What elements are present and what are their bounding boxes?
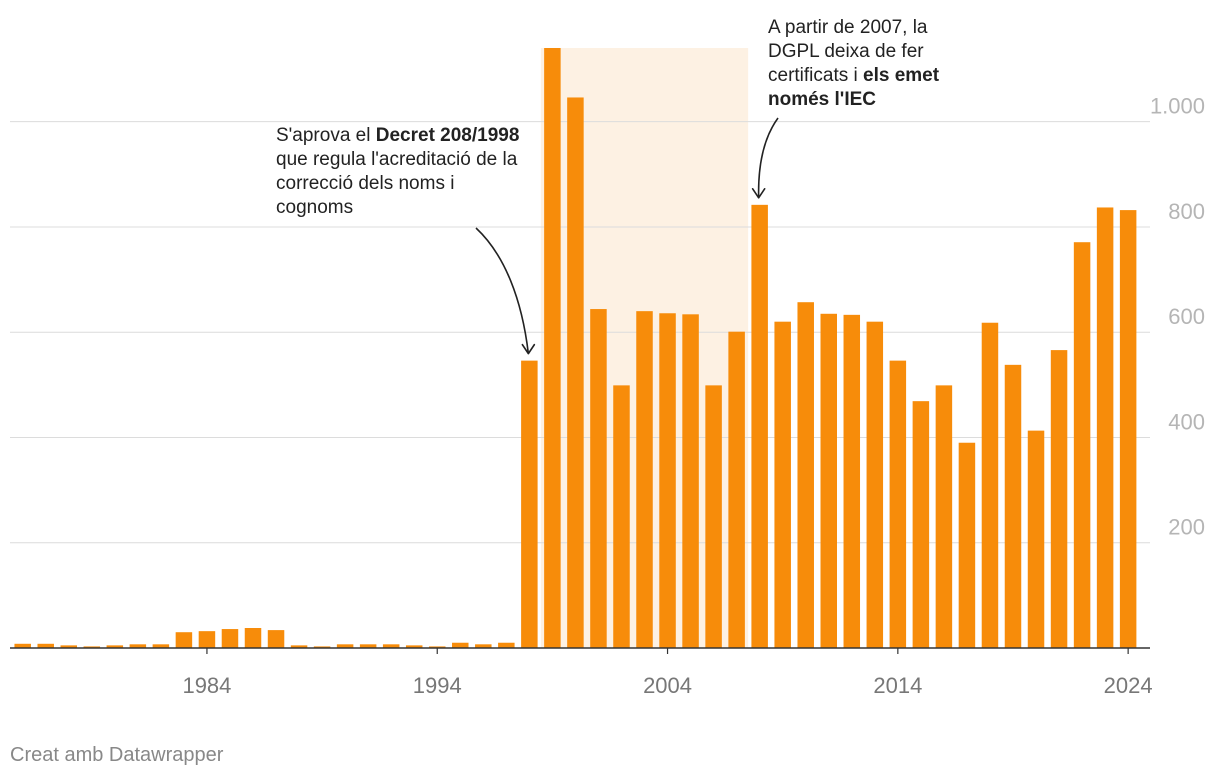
bar-2024 xyxy=(1119,210,1137,649)
bar-1996 xyxy=(475,644,492,648)
bar-2002 xyxy=(613,385,630,648)
bar-1997 xyxy=(498,642,515,648)
y-tick-label: 200 xyxy=(1168,515,1205,540)
bar-2003 xyxy=(636,311,653,648)
bar-2007 xyxy=(728,331,745,648)
y-tick-label: 1.000 xyxy=(1150,94,1205,119)
bar-1986 xyxy=(244,627,262,648)
bar-1992 xyxy=(382,644,400,648)
bar-2012 xyxy=(843,314,861,648)
bar-1999 xyxy=(544,47,561,649)
bar-2017 xyxy=(958,442,976,648)
bar-2018 xyxy=(981,322,999,648)
x-tick-label: 1994 xyxy=(413,673,462,698)
annotation-dgpl-text: A partir de 2007, la DGPL deixa de fer c… xyxy=(768,17,928,86)
bar-1993 xyxy=(405,645,423,648)
footer-credit[interactable]: Creat amb Datawrapper xyxy=(10,744,224,766)
annotation-decret-arrow xyxy=(475,227,530,354)
bar-2023 xyxy=(1096,207,1114,648)
bar-2015 xyxy=(912,401,930,648)
bar-1991 xyxy=(359,644,377,648)
bar-2009 xyxy=(774,321,791,648)
bar-2020 xyxy=(1027,430,1045,648)
bar-1987 xyxy=(267,630,285,648)
annotation-decret-arrowhead xyxy=(521,343,536,355)
bar-1983 xyxy=(175,632,193,648)
bar-2008 xyxy=(751,204,768,648)
bar-1976 xyxy=(14,643,31,648)
y-tick-label: 800 xyxy=(1168,199,1205,224)
bar-2022 xyxy=(1073,242,1091,648)
annotation-dgpl: A partir de 2007, la DGPL deixa de fer c… xyxy=(768,16,948,112)
bar-2011 xyxy=(820,313,837,648)
x-tick-label: 2004 xyxy=(643,673,692,698)
annotation-dgpl-arrowhead xyxy=(751,188,766,199)
bar-1988 xyxy=(290,645,308,648)
y-tick-label: 600 xyxy=(1168,304,1205,329)
y-tick-label: 400 xyxy=(1168,409,1205,434)
bar-2000 xyxy=(567,97,584,648)
x-tick-label: 1984 xyxy=(182,673,231,698)
bar-1978 xyxy=(60,645,78,648)
annotation-decret: S'aprova el Decret 208/1998 que regula l… xyxy=(276,124,536,220)
annotation-decret-text: S'aprova el xyxy=(276,125,376,146)
bar-1998 xyxy=(521,360,538,648)
bar-2006 xyxy=(705,385,722,648)
annotation-dgpl-arrow xyxy=(757,117,779,198)
bar-2021 xyxy=(1050,350,1068,648)
bar-2010 xyxy=(797,302,814,648)
bar-1979 xyxy=(83,646,101,648)
bar-2019 xyxy=(1004,364,1022,648)
bar-2004 xyxy=(659,313,676,648)
bar-1989 xyxy=(313,646,331,648)
x-tick-label: 2014 xyxy=(873,673,922,698)
bar-1977 xyxy=(37,643,54,648)
x-tick-label: 2024 xyxy=(1104,673,1153,698)
bar-2016 xyxy=(935,385,953,648)
bar-2014 xyxy=(889,360,907,648)
annotation-dgpl-bold: els emet només l'IEC xyxy=(768,65,940,110)
annotation-decret-bold: Decret 208/1998 xyxy=(375,125,520,146)
bar-1981 xyxy=(129,644,147,648)
bar-1995 xyxy=(452,642,469,648)
bar-1984 xyxy=(198,631,216,648)
bar-1982 xyxy=(152,644,170,648)
bar-2005 xyxy=(682,314,699,648)
bar-1990 xyxy=(336,644,354,648)
bar-2013 xyxy=(866,321,884,648)
bar-1994 xyxy=(428,646,446,648)
bar-1980 xyxy=(106,645,124,648)
bar-1985 xyxy=(221,629,239,648)
annotation-decret-text-end: que regula l'acreditació de la correcció… xyxy=(276,149,518,218)
bar-2001 xyxy=(590,309,607,648)
